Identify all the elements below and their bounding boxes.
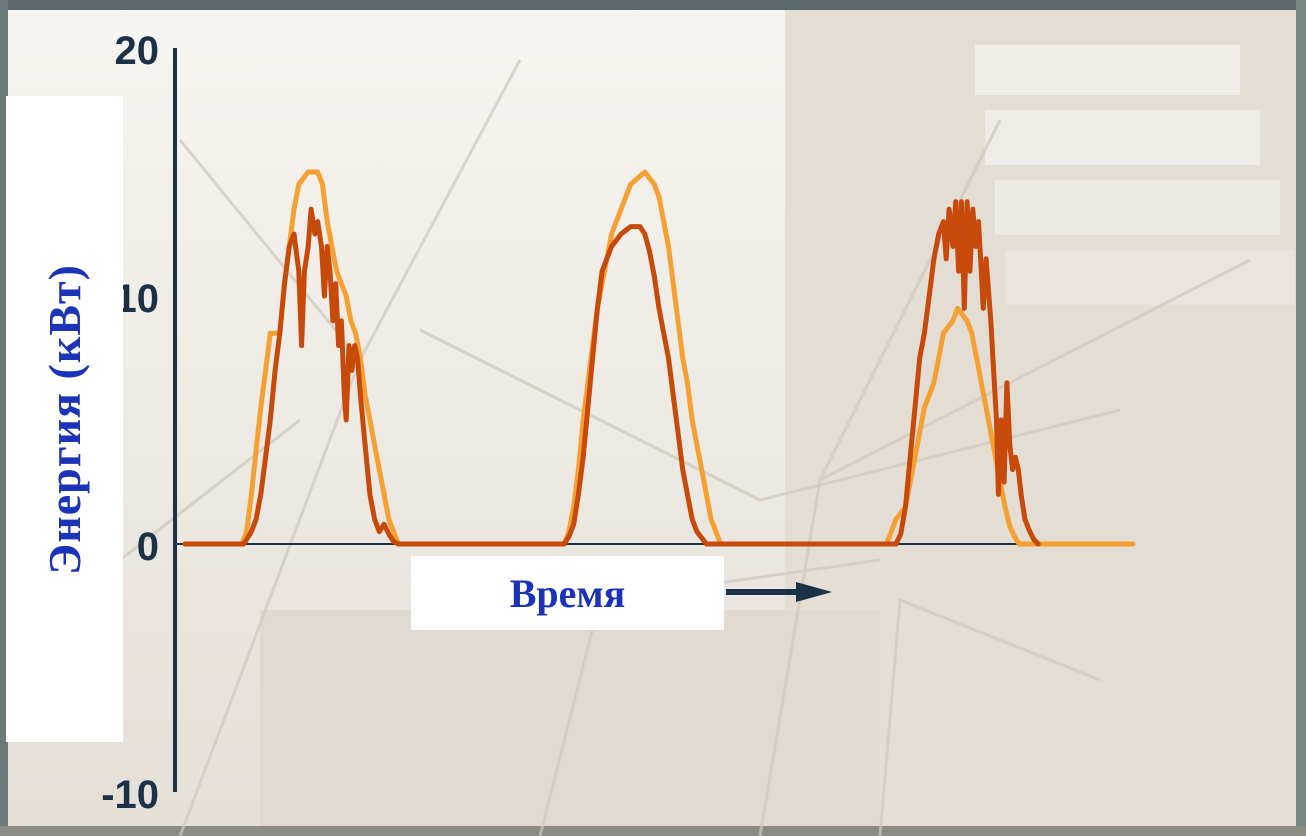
time-arrow-icon (726, 582, 832, 602)
series-line-2 (182, 199, 1041, 547)
y-axis-label: Энергия (кВт) (39, 263, 90, 575)
x-axis-label: Время (509, 570, 626, 616)
y-tick-label: 0 (137, 525, 159, 569)
y-tick-label: 20 (115, 29, 160, 73)
y-axis-label-box: Энергия (кВт) (6, 96, 123, 742)
x-axis-label-box: Время (411, 556, 724, 630)
series-line-1 (182, 169, 1136, 547)
y-tick-label: -10 (101, 773, 159, 817)
